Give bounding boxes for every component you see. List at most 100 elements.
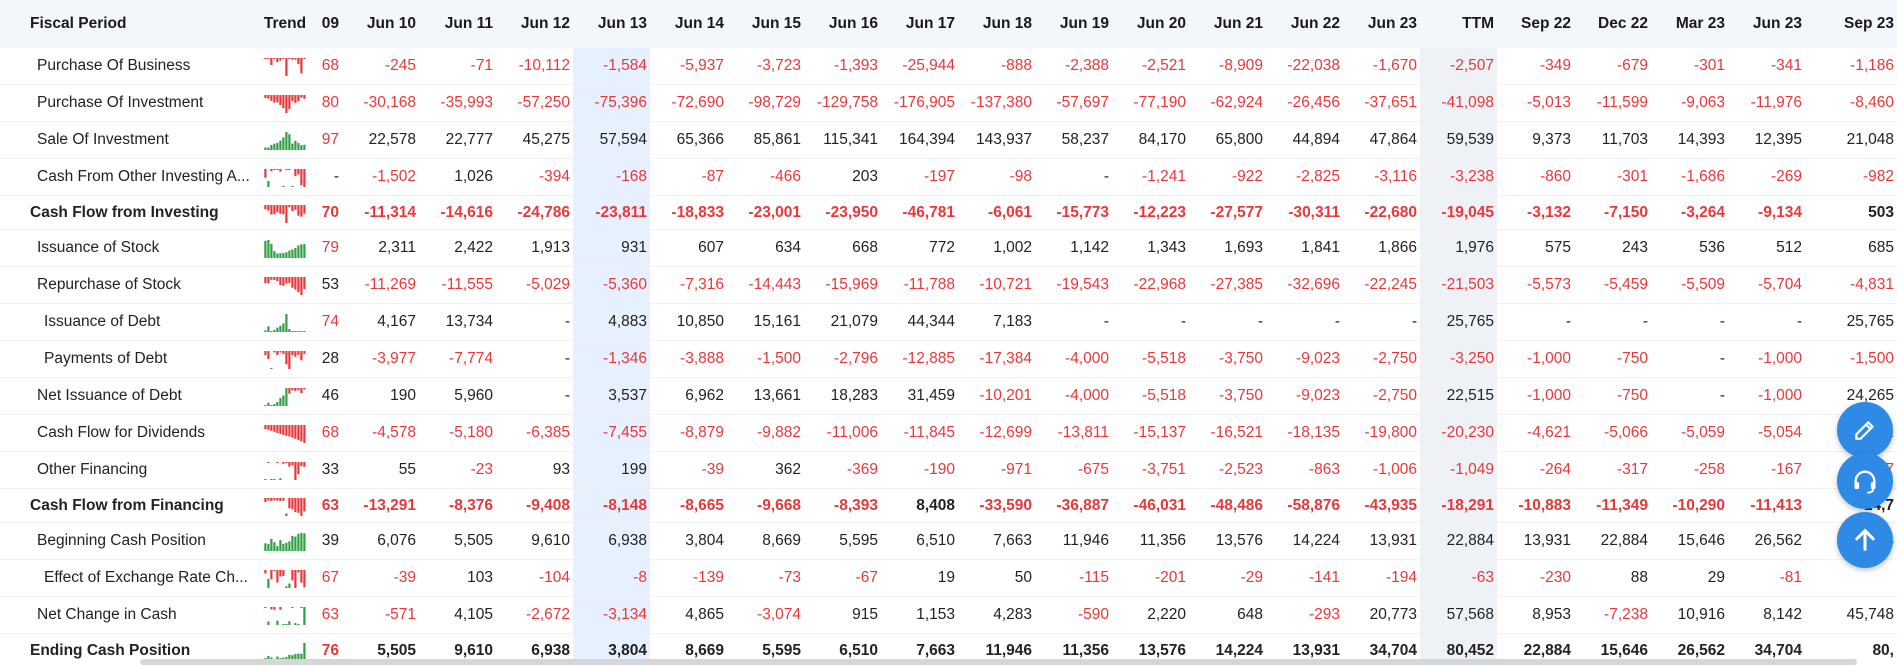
trend-cell[interactable] [262,266,308,304]
row-label[interactable]: Effect of Exchange Rate Ch... [0,559,262,597]
table-row[interactable]: Cash Flow for Dividends 68 -4,578 -5,180 -6,… [0,414,1897,452]
value-cell: -21,503 [1420,266,1497,304]
trend-sparkline [264,169,306,187]
sparkline-bar [270,95,273,101]
period-header-14[interactable]: TTM [1420,0,1497,48]
value-cell: -863 [1266,451,1343,489]
period-header-15[interactable]: Sep 22 [1497,0,1574,48]
scroll-top-fab[interactable] [1837,512,1893,568]
edit-fab[interactable] [1837,402,1893,458]
score-header[interactable]: 09 [308,0,342,48]
value-cell: -5,573 [1497,266,1574,304]
sparkline-bar [294,653,297,661]
table-row[interactable]: Cash Flow from Investing 70 -11,314 -14,616… [0,195,1897,230]
table-row[interactable]: Net Change in Cash 63 -571 4,105 -2,672 -3,13… [0,596,1897,634]
period-header-18[interactable]: Jun 23 [1728,0,1805,48]
period-header-0[interactable]: Jun 10 [342,0,419,48]
trend-cell[interactable] [262,451,308,489]
row-label[interactable]: Beginning Cash Position [0,522,262,560]
value-cell: 1,976 [1420,229,1497,267]
horizontal-scrollbar[interactable] [140,659,1857,665]
table-row[interactable]: Sale Of Investment 97 22,578 22,777 45,275 57… [0,121,1897,159]
trend-cell[interactable] [262,559,308,597]
period-header-8[interactable]: Jun 18 [958,0,1035,48]
row-label[interactable]: Ending Cash Position [0,633,262,665]
row-label[interactable]: Cash Flow for Dividends [0,414,262,452]
table-row[interactable]: Beginning Cash Position 39 6,076 5,505 9,610… [0,522,1897,560]
period-header-12[interactable]: Jun 22 [1266,0,1343,48]
trend-cell[interactable] [262,340,308,378]
row-label[interactable]: Other Financing [0,451,262,489]
row-label[interactable]: Cash Flow from Financing [0,488,262,523]
value-cell: 11,703 [1574,121,1651,159]
trend-cell[interactable] [262,414,308,452]
value-cell: 5,505 [419,522,496,560]
table-row[interactable]: Purchase Of Business 68 -245 -71 -10,112 -1,5… [0,48,1897,85]
row-label[interactable]: Net Change in Cash [0,596,262,634]
table-row[interactable]: Other Financing 33 55 -23 93 199 -39 362 -369 -19… [0,451,1897,489]
period-header-3[interactable]: Jun 13 [573,0,650,48]
row-label[interactable]: Sale Of Investment [0,121,262,159]
period-header-13[interactable]: Jun 23 [1343,0,1420,48]
value-cell: 45,748 [1805,596,1897,634]
row-label[interactable]: Repurchase of Stock [0,266,262,304]
support-fab[interactable] [1837,453,1893,509]
table-row[interactable]: Effect of Exchange Rate Ch... 67 -39 103 -10… [0,559,1897,597]
period-header-17[interactable]: Mar 23 [1651,0,1728,48]
sparkline-bar [294,570,297,588]
table-row[interactable]: Cash From Other Investing A... - -1,502 1,0… [0,158,1897,196]
trend-cell[interactable] [262,158,308,196]
period-header-9[interactable]: Jun 19 [1035,0,1112,48]
period-header-6[interactable]: Jun 16 [804,0,881,48]
period-header-19[interactable]: Sep 23 [1805,0,1897,48]
row-label[interactable]: Net Issuance of Debt [0,377,262,415]
table-row[interactable]: Purchase Of Investment 80 -30,168 -35,993 -5… [0,84,1897,122]
table-row[interactable]: Issuance of Stock 79 2,311 2,422 1,913 931 607… [0,229,1897,267]
trend-header[interactable]: Trend [262,0,308,48]
value-cell: -2,750 [1343,377,1420,415]
period-header-11[interactable]: Jun 21 [1189,0,1266,48]
value-cell: -3,751 [1112,451,1189,489]
sparkline-bar [288,351,291,369]
value-cell: -75,396 [573,84,650,122]
value-cell: -63 [1420,559,1497,597]
table-row[interactable]: Issuance of Debt 74 4,167 13,734-4,883 10,85… [0,303,1897,341]
period-header-1[interactable]: Jun 11 [419,0,496,48]
row-label[interactable]: Issuance of Debt [0,303,262,341]
fiscal-period-header[interactable]: Fiscal Period [0,0,262,48]
period-header-10[interactable]: Jun 20 [1112,0,1189,48]
row-label[interactable]: Purchase Of Business [0,48,262,85]
trend-cell[interactable] [262,48,308,85]
value-cell: - [496,377,573,415]
trend-cell[interactable] [262,303,308,341]
row-label[interactable]: Payments of Debt [0,340,262,378]
period-header-5[interactable]: Jun 15 [727,0,804,48]
period-header-7[interactable]: Jun 17 [881,0,958,48]
trend-cell[interactable] [262,84,308,122]
value-cell: 2,220 [1112,596,1189,634]
table-row[interactable]: Cash Flow from Financing 63 -13,291 -8,376-… [0,488,1897,523]
period-header-4[interactable]: Jun 14 [650,0,727,48]
trend-cell[interactable] [262,195,308,230]
row-label[interactable]: Issuance of Stock [0,229,262,267]
score-cell: 63 [308,488,342,523]
table-row[interactable]: Repurchase of Stock 53 -11,269 -11,555 -5,02… [0,266,1897,304]
trend-cell[interactable] [262,596,308,634]
value-cell: -4,621 [1497,414,1574,452]
sparkline-bar [264,95,267,99]
table-row[interactable]: Payments of Debt 28 -3,977 -7,774- -1,346 -3,… [0,340,1897,378]
trend-cell[interactable] [262,377,308,415]
period-header-2[interactable]: Jun 12 [496,0,573,48]
row-label[interactable]: Cash Flow from Investing [0,195,262,230]
row-label[interactable]: Cash From Other Investing A... [0,158,262,196]
sparkline-bar [282,185,285,187]
value-cell: 65,366 [650,121,727,159]
period-header-16[interactable]: Dec 22 [1574,0,1651,48]
trend-cell[interactable] [262,121,308,159]
value-cell: -18,291 [1420,488,1497,523]
trend-cell[interactable] [262,229,308,267]
trend-cell[interactable] [262,522,308,560]
trend-cell[interactable] [262,488,308,523]
row-label[interactable]: Purchase Of Investment [0,84,262,122]
table-row[interactable]: Net Issuance of Debt 46 190 5,960-3,537 6,96… [0,377,1897,415]
